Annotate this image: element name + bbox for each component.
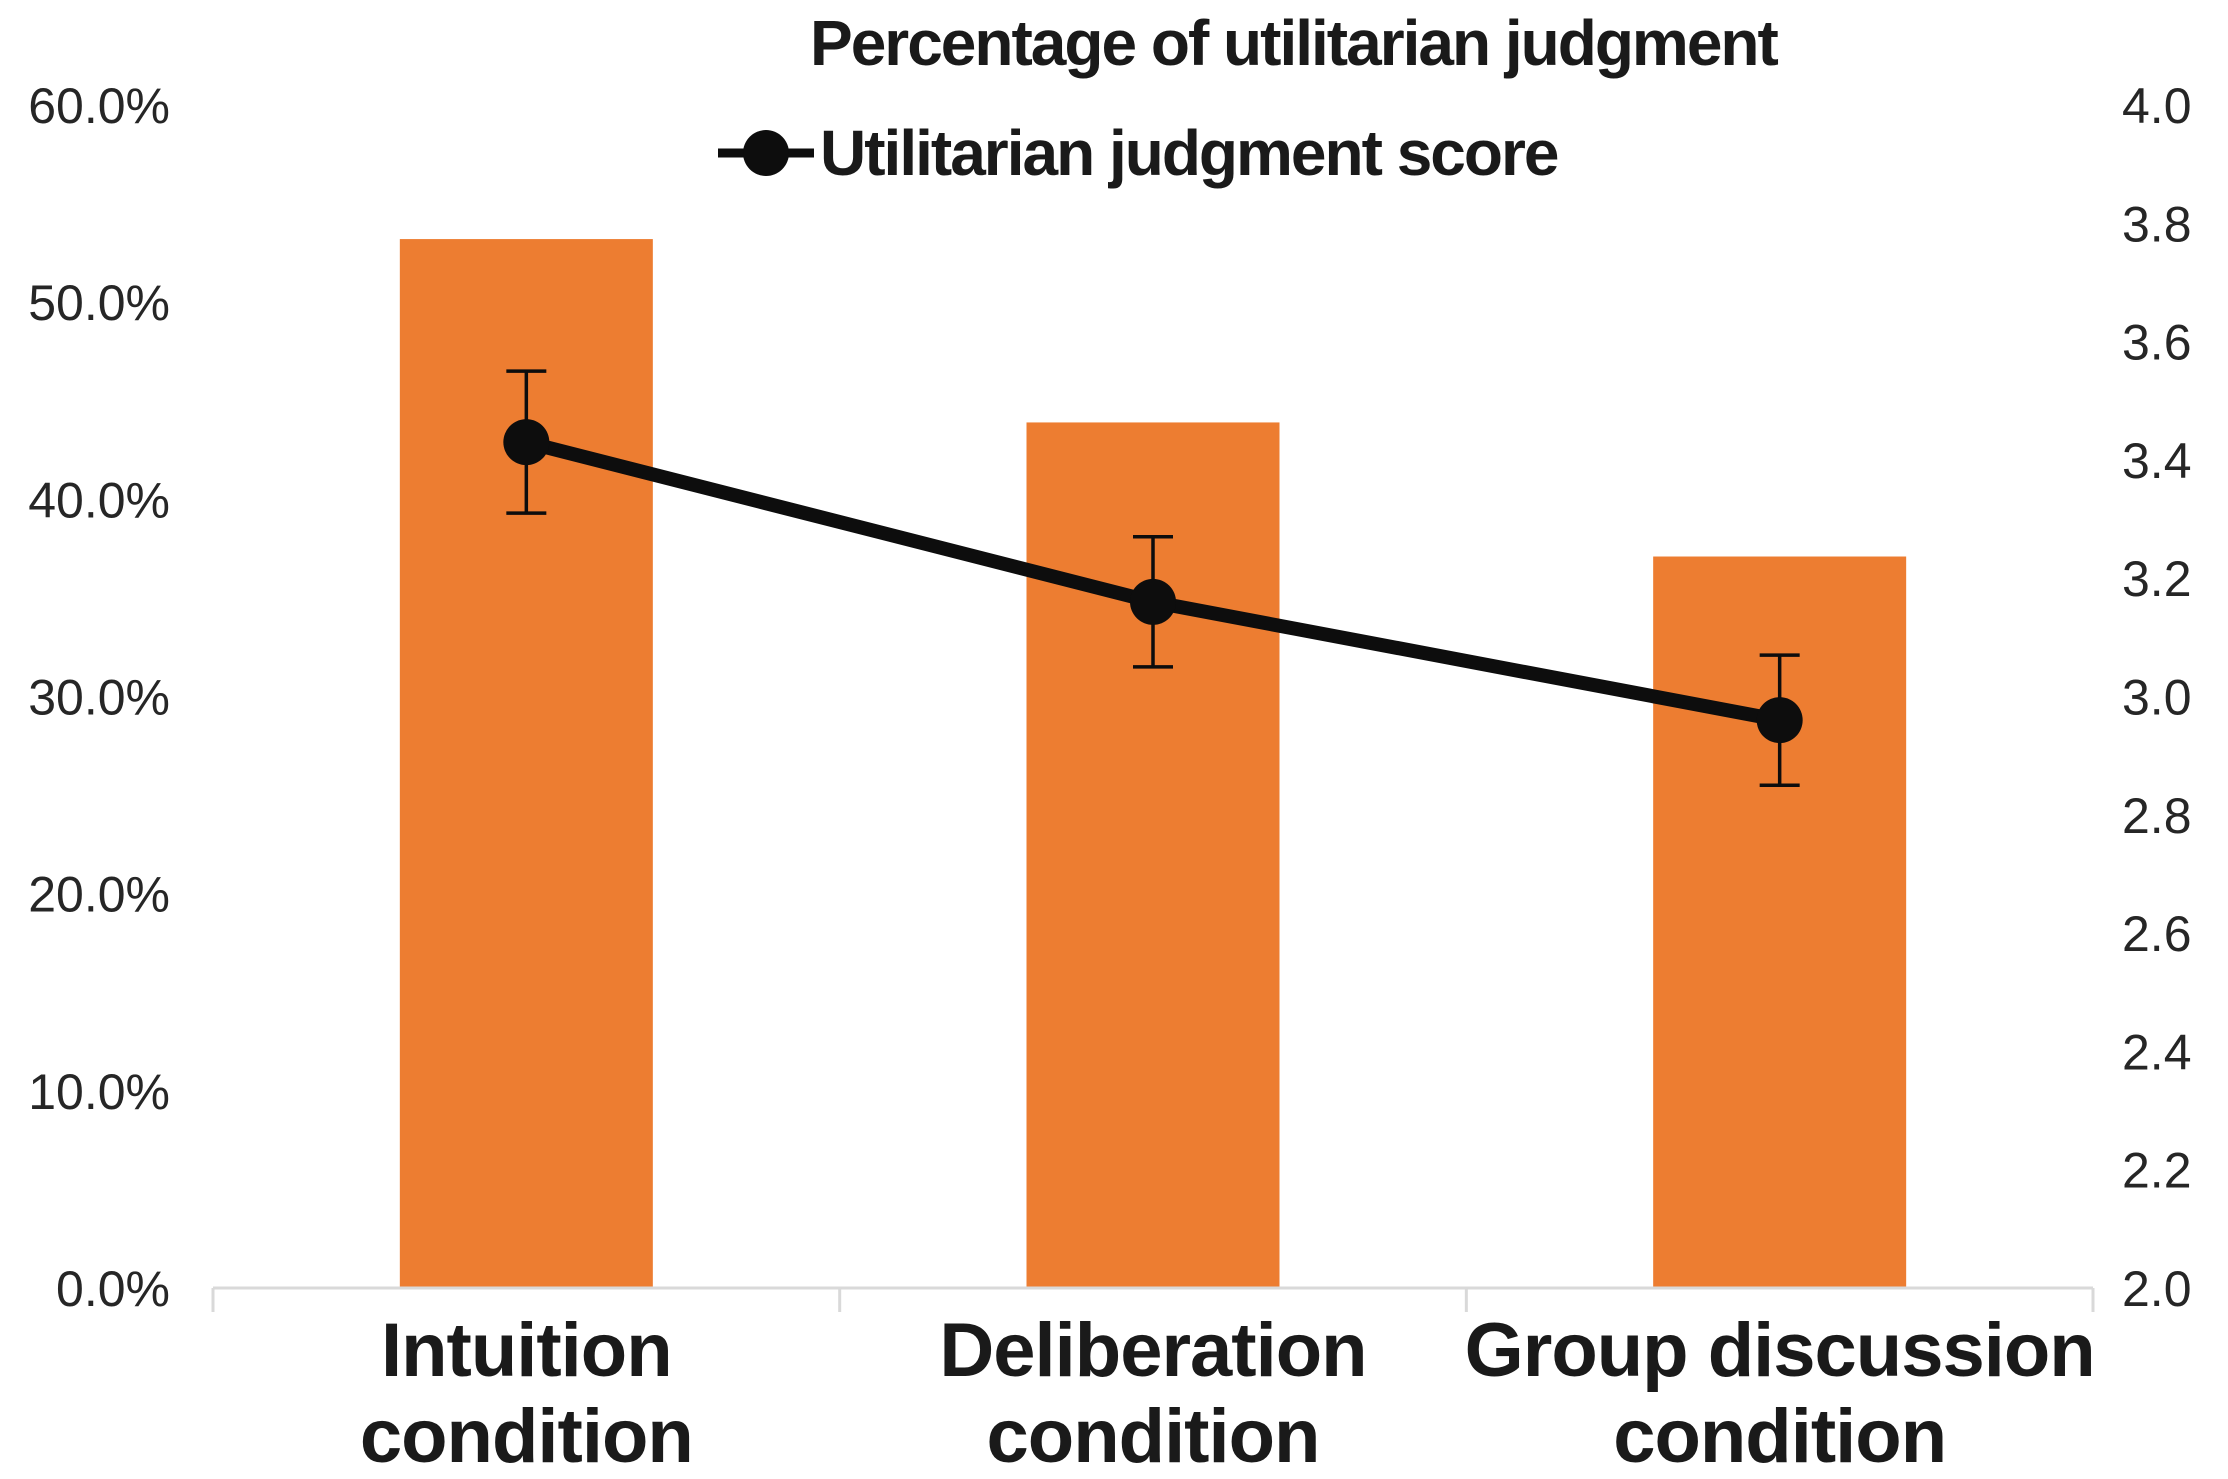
left-axis-tick-label: 40.0% <box>28 472 170 528</box>
right-axis-tick-label: 2.4 <box>2122 1024 2192 1080</box>
right-axis-tick-label: 2.6 <box>2122 906 2192 962</box>
category-label-0-line-1: Intuition <box>381 1308 672 1393</box>
right-axis-tick-label: 4.0 <box>2122 78 2192 134</box>
right-axis-tick-label: 3.6 <box>2122 315 2192 371</box>
category-label-1-line-1: Deliberation <box>939 1308 1366 1393</box>
category-label-2-line-2: condition <box>1613 1394 1946 1479</box>
category-label-1-line-2: condition <box>987 1394 1320 1479</box>
right-axis-tick-label: 2.2 <box>2122 1143 2192 1199</box>
legend-item-percentage: Percentage of utilitarian judgment <box>738 6 1779 80</box>
right-axis-tick-label: 3.8 <box>2122 196 2192 252</box>
data-point-marker-1 <box>1130 578 1176 625</box>
category-label-2-line-1: Group discussion <box>1465 1308 2095 1393</box>
legend-item-score: Utilitarian judgment score <box>718 116 1559 190</box>
left-axis-tick-label: 20.0% <box>28 867 170 923</box>
legend-label-percentage: Percentage of utilitarian judgment <box>810 7 1779 79</box>
data-point-marker-2 <box>1756 697 1803 744</box>
right-axis-tick-label: 3.4 <box>2122 433 2192 489</box>
right-axis-tick-label: 2.0 <box>2122 1261 2192 1317</box>
right-axis-tick-label: 3.0 <box>2122 670 2192 726</box>
left-axis-tick-label: 30.0% <box>28 670 170 726</box>
data-point-marker-0 <box>503 419 550 466</box>
category-label-0-line-2: condition <box>360 1394 693 1479</box>
line-series-marker-icon <box>718 130 814 176</box>
right-axis-tick-label: 2.8 <box>2122 788 2192 844</box>
legend-label-score: Utilitarian judgment score <box>820 117 1559 189</box>
left-axis-tick-label: 0.0% <box>56 1261 170 1317</box>
left-axis-tick-label: 50.0% <box>28 275 170 331</box>
left-axis-tick-label: 10.0% <box>28 1064 170 1120</box>
bar-series-swatch-icon <box>738 23 796 63</box>
right-axis-tick-label: 3.2 <box>2122 551 2192 607</box>
left-axis-tick-label: 60.0% <box>28 78 170 134</box>
